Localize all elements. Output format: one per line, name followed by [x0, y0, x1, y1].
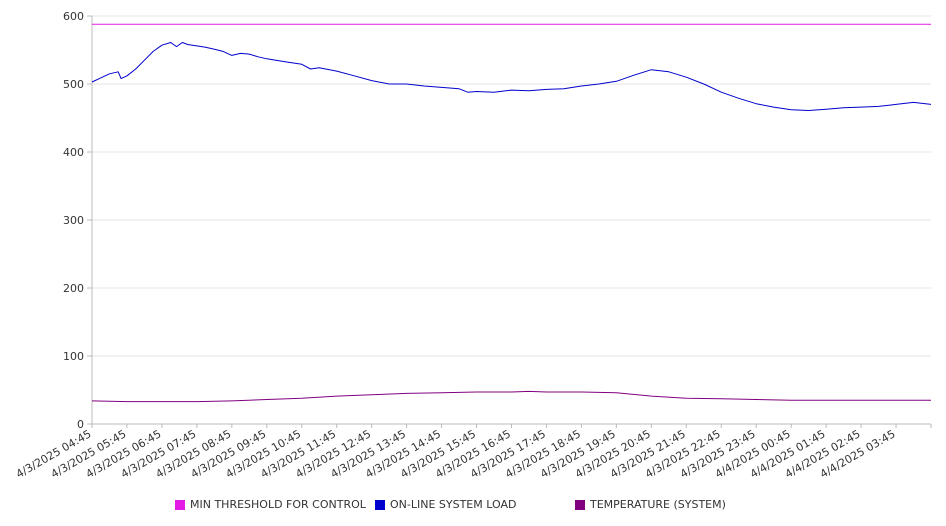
y-tick-label: 100: [63, 350, 84, 363]
series-line-temperature-system: [91, 390, 931, 403]
legend-item-min-threshold: MIN THRESHOLD FOR CONTROL: [175, 498, 366, 511]
y-tick-label: 600: [63, 10, 84, 23]
y-tick-labels: 0 100 200 300 400 500 600: [63, 10, 84, 431]
y-tick-label: 300: [63, 214, 84, 227]
series-lines: [91, 23, 932, 403]
legend-label-system-load: ON-LINE SYSTEM LOAD: [390, 498, 517, 511]
legend-swatch-min-threshold: [175, 499, 185, 510]
y-tick-label: 400: [63, 146, 84, 159]
legend-item-system-load: ON-LINE SYSTEM LOAD: [375, 498, 516, 511]
legend-item-temperature: TEMPERATURE (SYSTEM): [575, 498, 726, 511]
grid-lines: [92, 15, 931, 357]
chart-legend: MIN THRESHOLD FOR CONTROL ON-LINE SYSTEM…: [0, 498, 946, 518]
y-tick-label: 0: [77, 418, 84, 431]
x-tick-labels: 4/3/2025 04:454/3/2025 05:454/3/2025 06:…: [14, 427, 898, 481]
y-tick-label: 500: [63, 78, 84, 91]
series-line-on-line-system-load: [91, 42, 932, 111]
legend-label-min-threshold: MIN THRESHOLD FOR CONTROL: [190, 498, 366, 511]
legend-swatch-system-load: [375, 499, 385, 510]
legend-label-temperature: TEMPERATURE (SYSTEM): [590, 498, 726, 511]
legend-swatch-temperature: [575, 499, 585, 510]
axes: [87, 15, 932, 428]
y-tick-label: 200: [63, 282, 84, 295]
